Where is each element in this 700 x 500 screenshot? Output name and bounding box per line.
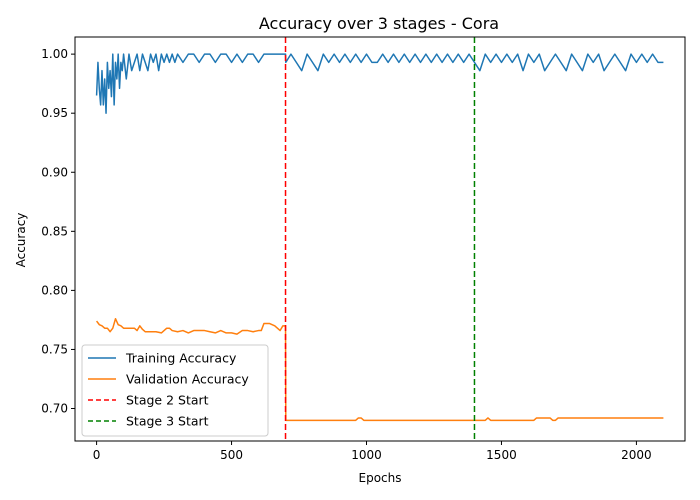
- x-tick-label: 500: [220, 448, 243, 462]
- x-axis-label: Epochs: [359, 471, 402, 485]
- y-tick-label: 1.00: [41, 47, 68, 61]
- x-axis: 0 500 1000 1500 2000: [93, 441, 652, 462]
- y-tick-label: 0.75: [41, 342, 68, 356]
- y-tick-label: 0.85: [41, 224, 68, 238]
- x-tick-label: 2000: [621, 448, 652, 462]
- y-axis-label: Accuracy: [14, 213, 28, 268]
- chart-title: Accuracy over 3 stages - Cora: [259, 14, 499, 33]
- y-axis: 0.70 0.75 0.80 0.85 0.90 0.95 1.00: [41, 47, 75, 416]
- y-tick-label: 0.95: [41, 106, 68, 120]
- legend-label: Stage 3 Start: [126, 414, 209, 429]
- legend-label: Stage 2 Start: [126, 393, 209, 408]
- legend: Training Accuracy Validation Accuracy Stag…: [81, 344, 269, 437]
- legend-box: [81, 344, 269, 437]
- x-tick-label: 1000: [351, 448, 382, 462]
- y-tick-label: 0.70: [41, 402, 68, 416]
- x-tick-label: 0: [93, 448, 101, 462]
- legend-label: Training Accuracy: [125, 351, 237, 366]
- legend-label: Validation Accuracy: [126, 372, 249, 387]
- plot-frame: [74, 36, 686, 442]
- y-tick-label: 0.80: [41, 283, 68, 297]
- series-line-training-accuracy: [95, 53, 664, 114]
- y-tick-label: 0.90: [41, 165, 68, 179]
- x-tick-label: 1500: [486, 448, 517, 462]
- plot-area: [95, 37, 664, 441]
- series-line-validation-accuracy: [95, 317, 664, 422]
